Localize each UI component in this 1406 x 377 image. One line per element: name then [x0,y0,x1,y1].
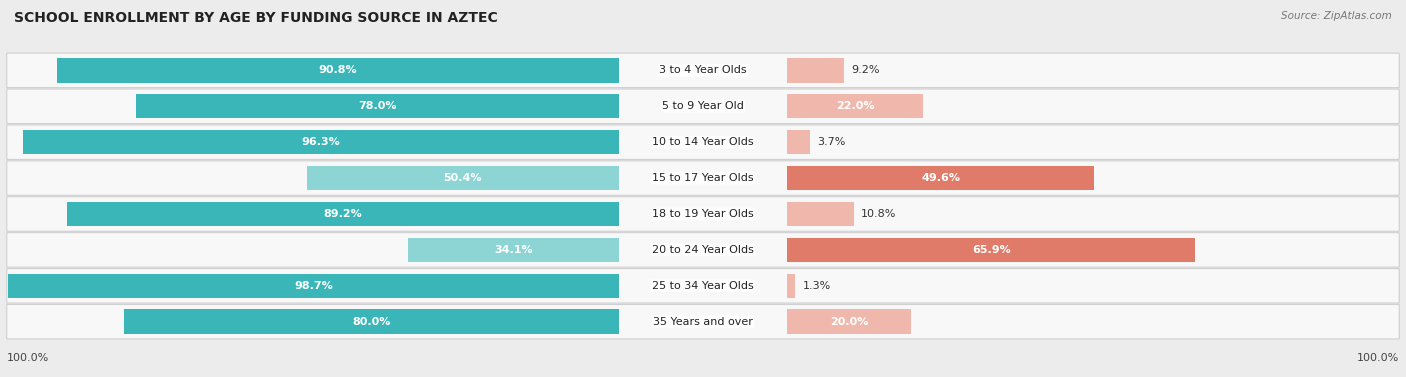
Text: 1.3%: 1.3% [803,281,831,291]
Text: 100.0%: 100.0% [1357,353,1399,363]
Text: 65.9%: 65.9% [972,245,1011,255]
Bar [787,58,844,83]
Text: 100.0%: 100.0% [7,353,49,363]
Text: 98.7%: 98.7% [294,281,333,291]
Text: 9.2%: 9.2% [851,65,880,75]
Text: 20.0%: 20.0% [830,317,869,327]
Bar [307,166,619,190]
Text: 96.3%: 96.3% [301,137,340,147]
Bar [22,130,619,155]
Bar [408,238,619,262]
Text: 3.7%: 3.7% [817,137,845,147]
FancyBboxPatch shape [7,53,1399,87]
Text: Source: ZipAtlas.com: Source: ZipAtlas.com [1281,11,1392,21]
Bar [787,166,1094,190]
FancyBboxPatch shape [7,233,1399,267]
Text: 49.6%: 49.6% [921,173,960,183]
Bar [56,58,619,83]
Text: 34.1%: 34.1% [494,245,533,255]
Text: 20 to 24 Year Olds: 20 to 24 Year Olds [652,245,754,255]
Text: 10 to 14 Year Olds: 10 to 14 Year Olds [652,137,754,147]
Bar [124,310,619,334]
FancyBboxPatch shape [7,305,1399,339]
Bar [136,94,619,118]
Bar [8,274,619,298]
FancyBboxPatch shape [7,197,1399,231]
Text: 3 to 4 Year Olds: 3 to 4 Year Olds [659,65,747,75]
Bar [787,274,796,298]
Bar [67,202,619,226]
Text: 78.0%: 78.0% [359,101,396,111]
FancyBboxPatch shape [7,89,1399,124]
FancyBboxPatch shape [7,268,1399,303]
Text: 15 to 17 Year Olds: 15 to 17 Year Olds [652,173,754,183]
Bar [787,310,911,334]
Text: 22.0%: 22.0% [837,101,875,111]
Bar [787,238,1195,262]
Bar [787,130,810,155]
Text: 90.8%: 90.8% [319,65,357,75]
Text: 80.0%: 80.0% [352,317,391,327]
Text: 5 to 9 Year Old: 5 to 9 Year Old [662,101,744,111]
Text: 18 to 19 Year Olds: 18 to 19 Year Olds [652,209,754,219]
Text: 89.2%: 89.2% [323,209,363,219]
FancyBboxPatch shape [7,161,1399,195]
Bar [787,94,924,118]
Text: 25 to 34 Year Olds: 25 to 34 Year Olds [652,281,754,291]
Text: 10.8%: 10.8% [862,209,897,219]
FancyBboxPatch shape [7,125,1399,159]
Bar [787,202,855,226]
Text: SCHOOL ENROLLMENT BY AGE BY FUNDING SOURCE IN AZTEC: SCHOOL ENROLLMENT BY AGE BY FUNDING SOUR… [14,11,498,25]
Text: 50.4%: 50.4% [443,173,482,183]
Text: 35 Years and over: 35 Years and over [652,317,754,327]
